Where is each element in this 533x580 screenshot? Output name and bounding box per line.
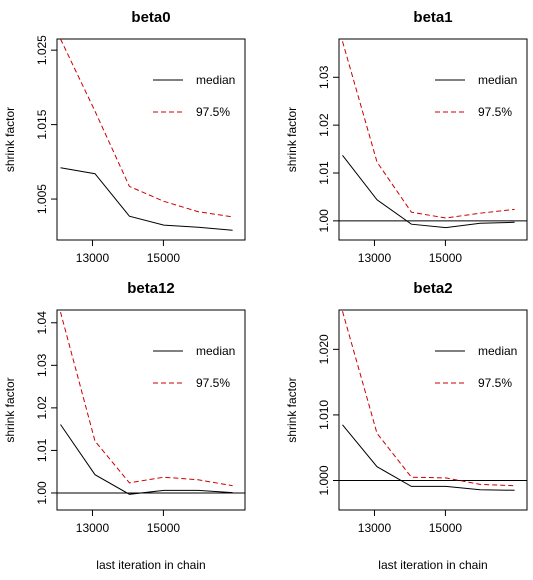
chart-panel-beta12: beta12 13000 15000 1.00 1.01 1.02 1.03 1.04 shri… [3,280,246,572]
legend-label: median [478,73,517,87]
chart-title: beta2 [413,280,452,297]
x-tick-label: 15000 [429,251,463,265]
x-tick-label: 13000 [358,251,392,265]
y-tick-label: 1.020 [317,334,331,364]
y-axis-label: shrink factor [3,377,17,442]
plot-frame [56,38,246,241]
y-tick-label: 1.00 [35,481,49,505]
chart-panel-beta1: beta1 13000 15000 1.00 1.01 1.02 1.03 shrink fa… [285,9,528,265]
chart-panel-beta2: beta2 13000 15000 1.000 1.010 1.020 shrink fac… [285,280,528,572]
series-line-upper-97-5 [60,38,233,218]
y-tick-label: 1.03 [317,65,331,89]
series-line-upper-97-5 [60,311,233,487]
y-tick-label: 1.015 [35,109,49,139]
y-axis-label: shrink factor [285,377,299,442]
series-line-median [60,167,233,231]
chart-panel-beta0: beta0 13000 15000 1.005 1.015 1.025 shrink fac… [3,9,246,265]
y-tick-label: 1.01 [317,161,331,185]
x-tick-label: 15000 [147,251,181,265]
legend-label: 97.5% [478,376,512,390]
series-line-median [342,154,515,229]
x-tick-label: 15000 [429,521,463,535]
legend-label: 97.5% [196,376,230,390]
series-line-median [60,424,233,495]
series-line-upper-97-5 [342,311,515,487]
x-tick-label: 13000 [76,251,110,265]
legend-label: median [196,344,235,358]
y-tick-label: 1.02 [35,396,49,420]
legend-label: 97.5% [196,105,230,119]
y-tick-label: 1.005 [35,184,49,214]
chart-title: beta1 [413,9,452,26]
y-axis-label: shrink factor [285,107,299,172]
legend-label: median [196,73,235,87]
y-tick-label: 1.04 [35,311,49,335]
y-axis-label: shrink factor [3,107,17,172]
plot-frame [338,309,528,511]
y-tick-label: 1.00 [317,209,331,233]
x-axis-label: last iteration in chain [96,558,205,572]
x-tick-label: 13000 [76,521,110,535]
legend-label: 97.5% [478,105,512,119]
y-tick-label: 1.025 [35,35,49,65]
plot-frame [56,309,246,511]
y-tick-label: 1.000 [317,465,331,495]
x-tick-label: 13000 [358,521,392,535]
series-line-median [342,424,515,491]
legend-label: median [478,344,517,358]
y-tick-label: 1.03 [35,353,49,377]
y-tick-label: 1.01 [35,438,49,462]
x-axis-label: last iteration in chain [378,558,487,572]
x-tick-label: 15000 [147,521,181,535]
series-line-upper-97-5 [342,41,515,219]
y-tick-label: 1.010 [317,400,331,430]
y-tick-label: 1.02 [317,113,331,137]
plot-frame [338,38,528,241]
chart-title: beta12 [127,280,175,297]
chart-title: beta0 [131,9,170,26]
